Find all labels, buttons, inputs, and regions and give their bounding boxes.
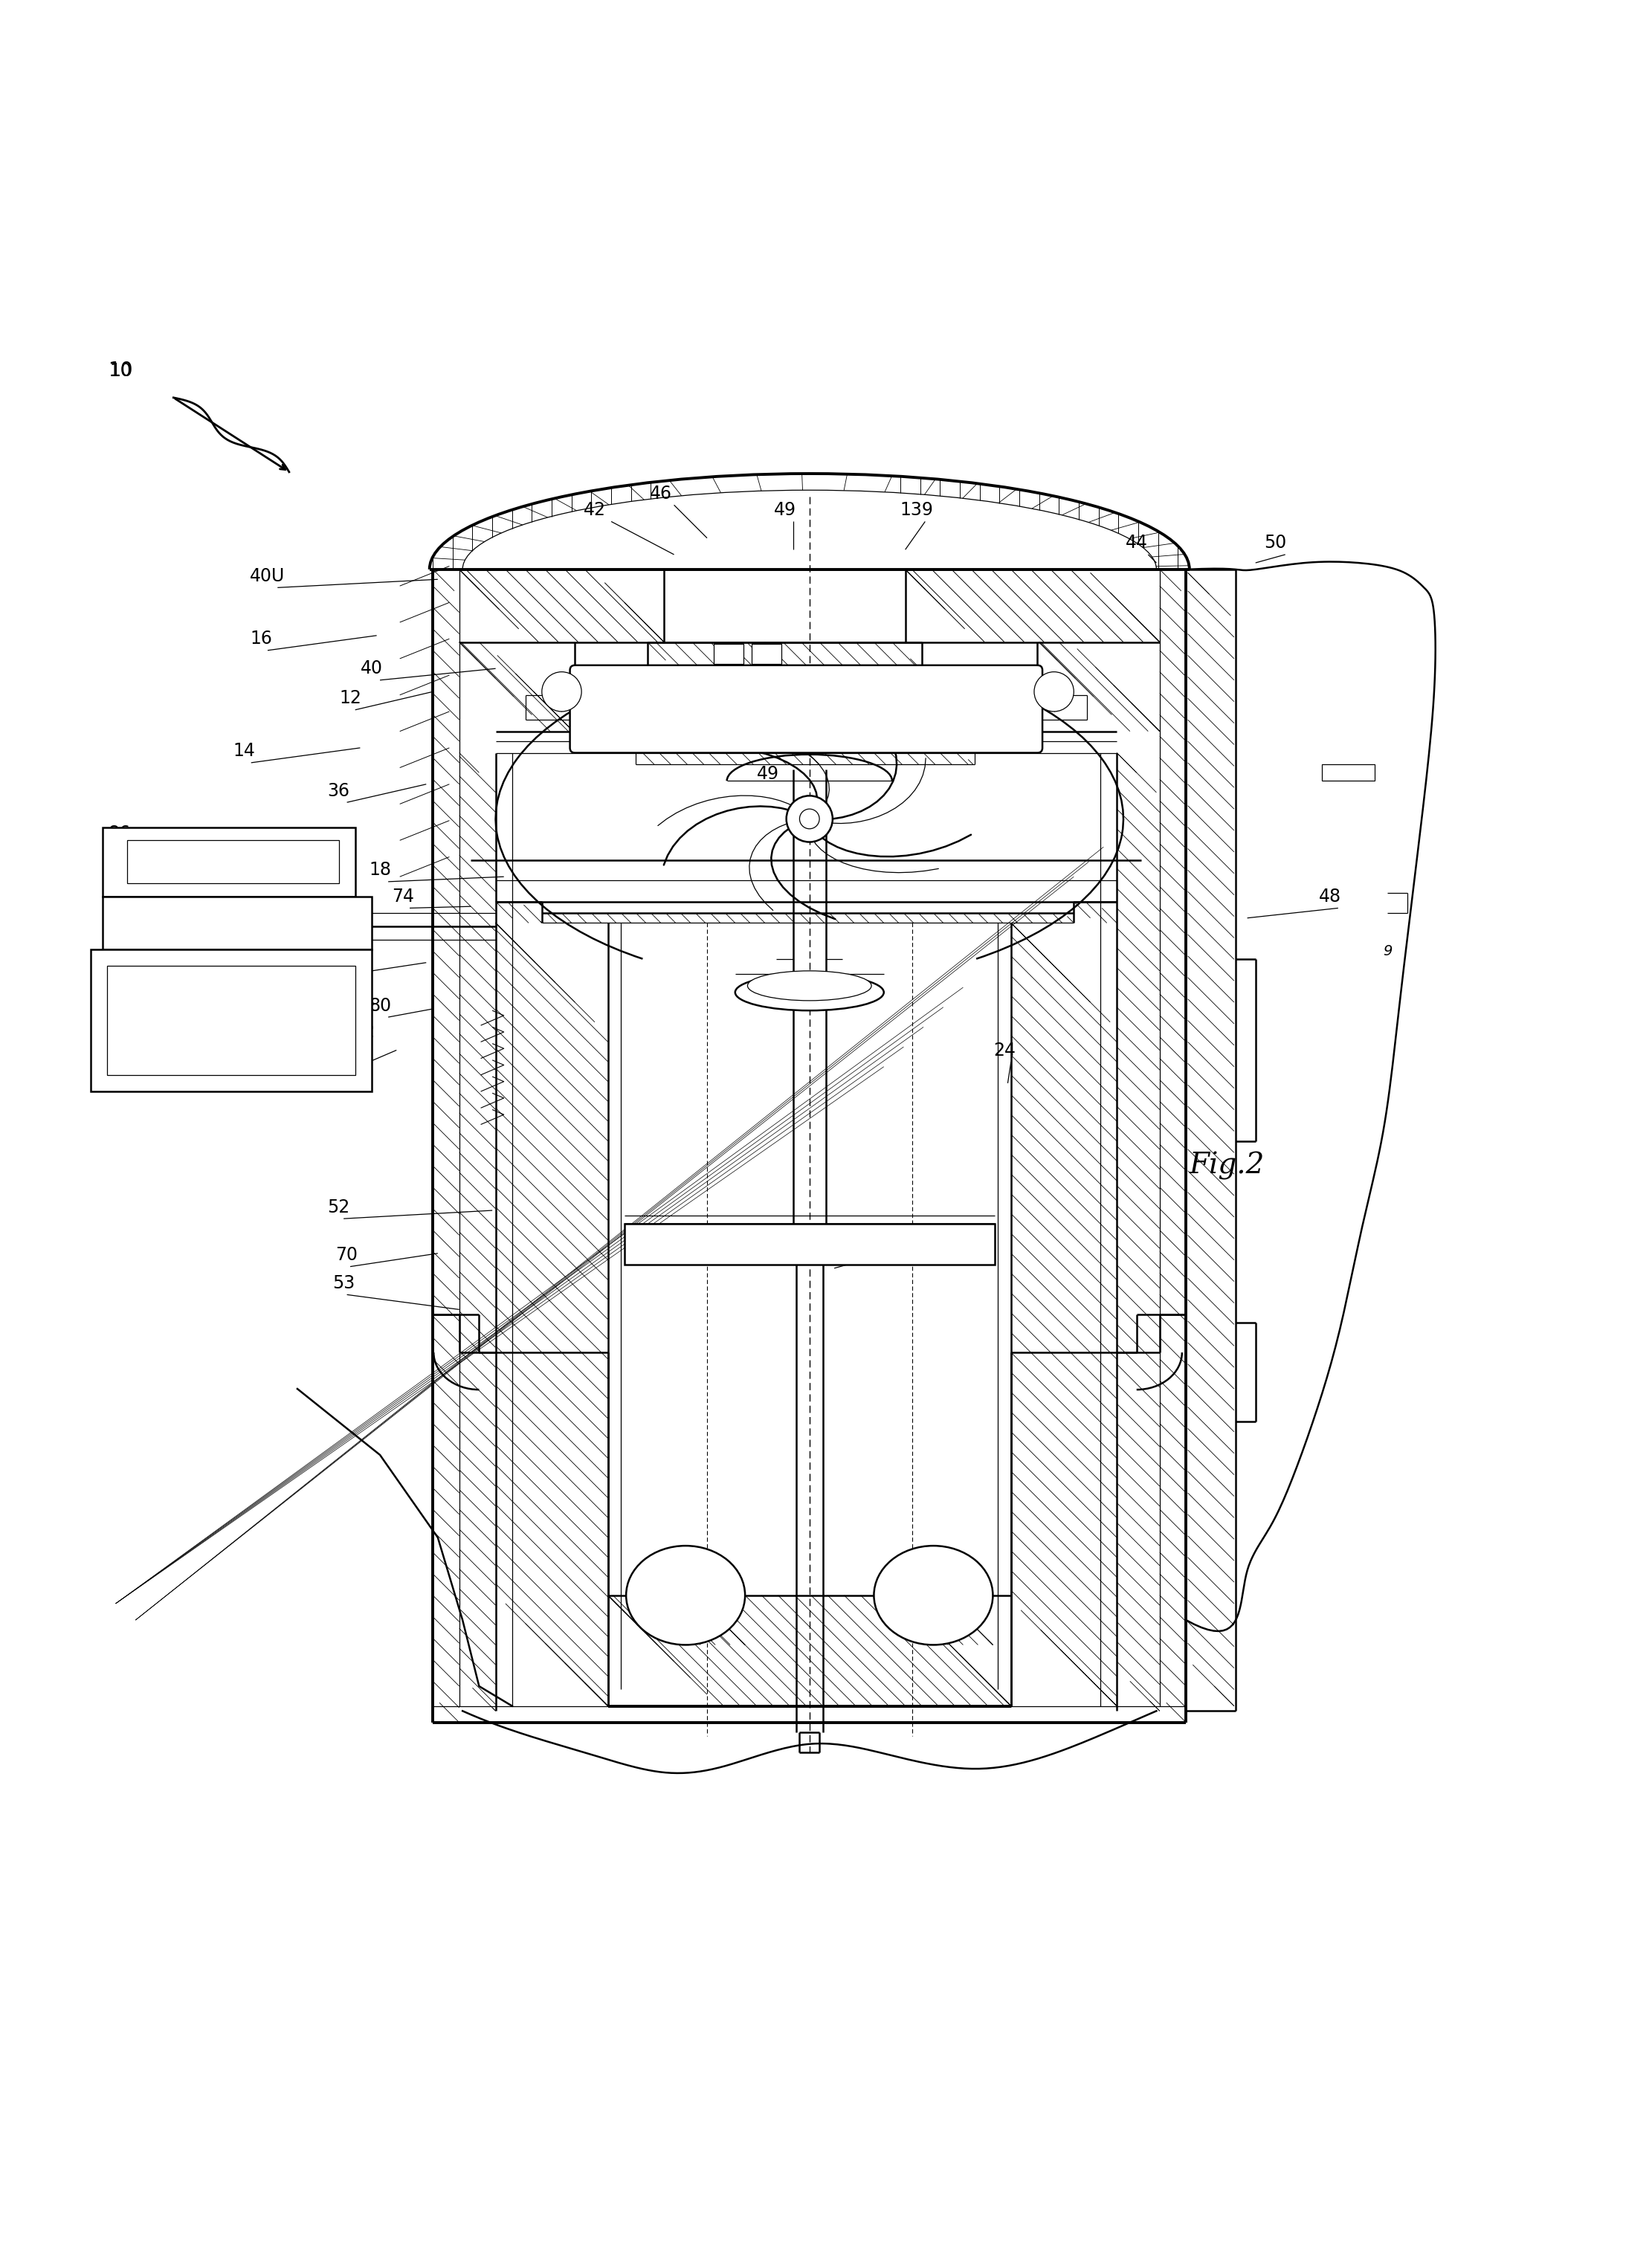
Text: 54: 54 xyxy=(894,1226,917,1244)
Text: 14: 14 xyxy=(233,742,256,760)
Text: 49: 49 xyxy=(773,502,796,520)
Bar xyxy=(1322,765,1374,780)
Bar xyxy=(107,965,355,1075)
Text: 10: 10 xyxy=(107,362,134,380)
Circle shape xyxy=(786,796,833,841)
Text: 70: 70 xyxy=(335,1246,358,1264)
Text: 40L: 40L xyxy=(294,958,327,976)
Text: 60: 60 xyxy=(111,1008,134,1023)
Text: 12: 12 xyxy=(339,690,362,706)
Text: 80: 80 xyxy=(368,996,392,1014)
Text: 36: 36 xyxy=(327,783,350,801)
Text: 24: 24 xyxy=(993,1041,1016,1059)
Text: 82: 82 xyxy=(129,978,152,996)
Text: 50: 50 xyxy=(1264,533,1287,551)
Text: 49: 49 xyxy=(757,765,780,783)
Text: 72: 72 xyxy=(121,846,144,864)
Ellipse shape xyxy=(874,1545,993,1644)
Ellipse shape xyxy=(735,974,884,1010)
Text: 139: 139 xyxy=(900,502,933,520)
Circle shape xyxy=(1034,672,1074,711)
Text: 76: 76 xyxy=(121,866,144,884)
Text: 86: 86 xyxy=(107,825,131,843)
Text: 22: 22 xyxy=(352,1023,375,1041)
Text: 46: 46 xyxy=(649,484,672,502)
Bar xyxy=(752,643,781,663)
Circle shape xyxy=(542,672,582,711)
Text: 42: 42 xyxy=(583,502,606,520)
Text: 52: 52 xyxy=(327,1199,350,1217)
Text: 16: 16 xyxy=(249,630,273,648)
Text: 74: 74 xyxy=(392,888,415,906)
Text: 53: 53 xyxy=(332,1275,355,1291)
Ellipse shape xyxy=(626,1545,745,1644)
Text: Fig.2: Fig.2 xyxy=(1189,1151,1265,1181)
Text: 64: 64 xyxy=(187,1019,210,1037)
Text: 62: 62 xyxy=(183,994,206,1012)
Text: 20: 20 xyxy=(332,1050,355,1068)
Ellipse shape xyxy=(747,972,872,1001)
FancyBboxPatch shape xyxy=(570,666,1042,753)
Bar xyxy=(102,828,355,897)
Bar xyxy=(102,897,372,949)
Text: 44: 44 xyxy=(1125,533,1148,551)
Text: 9: 9 xyxy=(1383,945,1393,958)
Bar xyxy=(127,841,339,884)
Circle shape xyxy=(800,810,819,830)
Text: 10: 10 xyxy=(109,362,132,380)
Bar xyxy=(91,949,372,1091)
Text: 48: 48 xyxy=(1318,888,1341,906)
Bar xyxy=(714,643,743,663)
Text: 18: 18 xyxy=(368,861,392,879)
Text: 40: 40 xyxy=(360,659,383,677)
Text: 40U: 40U xyxy=(249,567,286,585)
Bar xyxy=(624,1223,995,1264)
